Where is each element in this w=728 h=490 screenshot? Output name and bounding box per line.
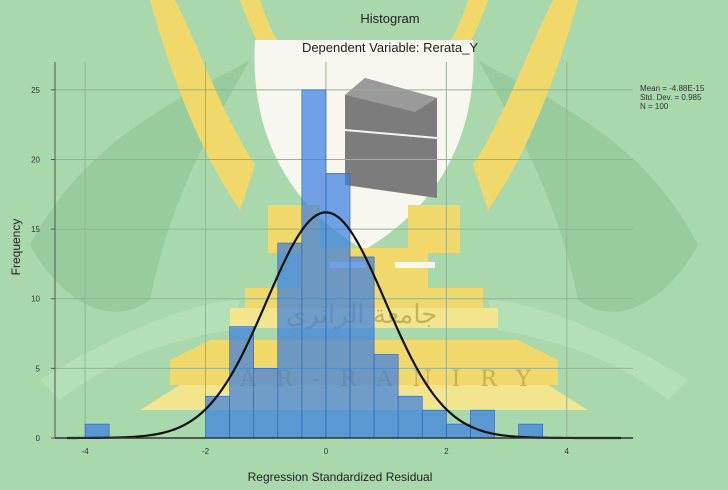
histogram-bar xyxy=(301,89,327,439)
x-tick-label: 0 xyxy=(324,447,329,456)
histogram-bar xyxy=(205,395,230,439)
x-tick-label: -4 xyxy=(82,447,90,456)
y-axis-label: Frequency xyxy=(9,218,23,276)
histogram-bar xyxy=(84,423,110,439)
x-tick-label: 2 xyxy=(444,447,449,456)
stats-box: Mean = -4.88E-15 Std. Dev. = 0.985 N = 1… xyxy=(640,84,704,111)
chart-subtitle: Dependent Variable: Rerata_Y xyxy=(301,40,479,55)
histogram-bar xyxy=(277,242,303,439)
chart-title: Histogram xyxy=(360,11,420,26)
x-tick-label: 4 xyxy=(565,447,570,456)
histogram-bar xyxy=(397,395,423,439)
stats-std-dev: Std. Dev. = 0.985 xyxy=(640,93,702,102)
tick-labels: 0 5 10 15 20 25 -4 -2 0 2 4 xyxy=(31,86,569,456)
y-tick-label: 5 xyxy=(36,364,41,373)
histogram-bar xyxy=(253,368,279,439)
stats-mean: Mean = -4.88E-15 xyxy=(640,84,705,93)
y-tick-label: 10 xyxy=(31,295,40,304)
axes xyxy=(54,62,633,439)
y-tick-label: 15 xyxy=(31,225,40,234)
y-tick-label: 20 xyxy=(31,155,40,164)
y-tick-label: 25 xyxy=(31,86,40,95)
histogram-bar xyxy=(518,423,543,439)
y-tick-label: 0 xyxy=(36,434,41,443)
histogram-bar xyxy=(373,354,399,439)
histogram-bar xyxy=(421,409,447,439)
x-tick-label: -2 xyxy=(202,447,210,456)
histogram-bar xyxy=(446,423,471,439)
histogram-bar xyxy=(229,326,254,439)
x-axis-label: Regression Standardized Residual xyxy=(247,470,433,484)
stats-n: N = 100 xyxy=(640,102,669,111)
histogram-bars xyxy=(84,89,543,439)
histogram-bar xyxy=(349,256,375,439)
